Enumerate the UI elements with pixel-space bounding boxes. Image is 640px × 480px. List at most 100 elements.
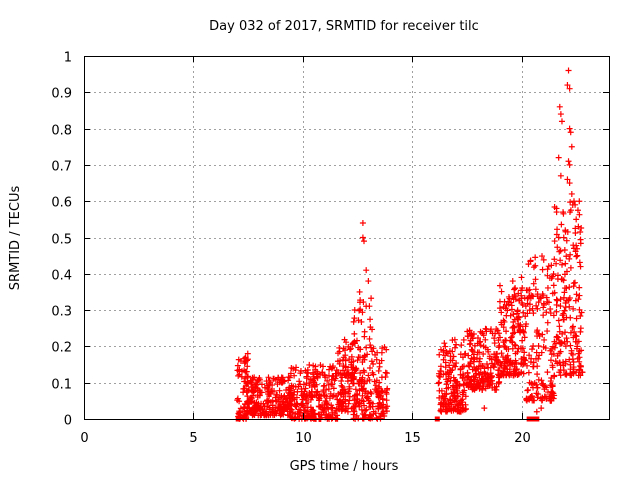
data-point: [560, 294, 567, 301]
data-point: [306, 380, 313, 387]
data-point: [454, 378, 461, 385]
data-point: [493, 386, 500, 393]
data-point: [560, 367, 567, 374]
data-point: [236, 398, 243, 405]
data-point: [567, 199, 574, 206]
data-point: [535, 299, 542, 306]
data-point: [535, 376, 542, 383]
data-point: [529, 346, 536, 353]
data-point: [557, 257, 564, 264]
data-point: [539, 397, 546, 404]
data-point: [574, 252, 581, 259]
data-point: [347, 345, 354, 352]
data-point: [572, 201, 579, 208]
data-point: [367, 342, 374, 349]
data-point: [258, 400, 265, 407]
data-point: [436, 351, 443, 358]
data-point: [506, 295, 513, 302]
data-point: [238, 373, 245, 380]
data-point: [449, 357, 456, 364]
data-point: [351, 306, 358, 313]
data-point: [547, 378, 554, 385]
data-point: [362, 390, 369, 397]
data-point: [556, 103, 563, 110]
data-point: [577, 263, 584, 270]
data-point: [576, 259, 583, 266]
data-point: [311, 383, 318, 390]
data-series: [234, 67, 586, 422]
data-point: [511, 292, 518, 299]
data-point: [338, 382, 345, 389]
data-point: [514, 310, 521, 317]
data-point: [560, 209, 567, 216]
data-point: [544, 319, 551, 326]
data-point: [495, 367, 502, 374]
data-point: [551, 344, 558, 351]
data-point: [282, 405, 289, 412]
data-point: [479, 386, 486, 393]
data-point: [525, 261, 532, 268]
data-point: [548, 345, 555, 352]
data-point: [503, 302, 510, 309]
data-point: [491, 340, 498, 347]
data-point: [476, 355, 483, 362]
data-point: [325, 372, 332, 379]
data-point: [474, 381, 481, 388]
data-point: [533, 390, 540, 397]
data-point: [476, 371, 483, 378]
data-point: [553, 260, 560, 267]
data-point: [576, 369, 583, 376]
data-point: [511, 285, 518, 292]
data-point: [457, 351, 464, 358]
data-point: [323, 386, 330, 393]
y-tick-label: 0.7: [51, 160, 72, 175]
data-point: [573, 315, 580, 322]
data-point: [437, 373, 444, 380]
data-point: [287, 402, 294, 409]
data-point: [303, 412, 310, 419]
x-tick-label: 0: [80, 431, 88, 446]
data-point: [312, 415, 319, 422]
data-point: [468, 355, 475, 362]
data-point: [370, 345, 377, 352]
data-point: [555, 317, 562, 324]
data-point: [540, 302, 547, 309]
data-point: [515, 290, 522, 297]
data-point: [530, 310, 537, 317]
data-point: [383, 390, 390, 397]
data-point: [551, 238, 558, 245]
data-point: [265, 386, 272, 393]
data-point: [566, 255, 573, 262]
y-tick-label: 0.4: [51, 269, 72, 284]
data-point: [559, 261, 566, 268]
data-point: [314, 371, 321, 378]
data-point: [534, 371, 541, 378]
data-point: [553, 333, 560, 340]
data-point: [361, 369, 368, 376]
data-point: [241, 385, 248, 392]
data-point: [351, 370, 358, 377]
data-point: [485, 364, 492, 371]
data-point: [250, 409, 257, 416]
data-point: [546, 394, 553, 401]
data-point: [484, 346, 491, 353]
data-point: [496, 282, 503, 289]
data-point: [289, 415, 296, 422]
data-point: [272, 376, 279, 383]
data-point: [568, 143, 575, 150]
data-point: [448, 407, 455, 414]
data-point: [562, 360, 569, 367]
data-point: [454, 408, 461, 415]
data-point: [557, 247, 564, 254]
data-point: [293, 364, 300, 371]
data-point: [365, 372, 372, 379]
data-point: [525, 386, 532, 393]
data-point: [567, 129, 574, 136]
data-point: [442, 364, 449, 371]
data-point: [342, 357, 349, 364]
data-point: [460, 363, 467, 370]
data-point: [563, 253, 570, 260]
data-point: [335, 401, 342, 408]
data-point: [365, 278, 372, 285]
data-point: [455, 381, 462, 388]
